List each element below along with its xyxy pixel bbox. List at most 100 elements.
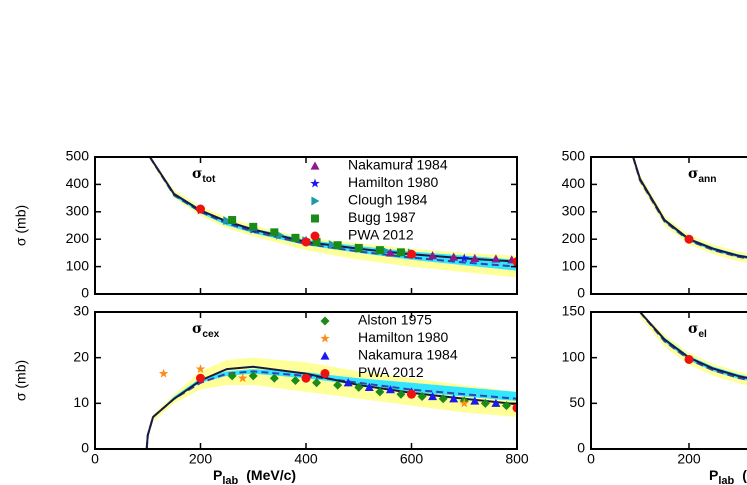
y-tick-label: 0 (577, 440, 585, 456)
data-point (512, 403, 517, 413)
data-point (470, 253, 480, 262)
data-point (375, 246, 384, 255)
data-point (459, 398, 469, 408)
y-tick-label: 150 (562, 303, 586, 319)
label: σtot (192, 166, 216, 185)
y-tick-label: 0 (81, 440, 89, 456)
x-label-sub: lab (718, 475, 734, 485)
x-tick-label: 200 (677, 451, 701, 467)
data-point (196, 204, 205, 214)
data-point (501, 401, 511, 411)
data-point (312, 237, 321, 246)
y-tick-label: 500 (562, 148, 586, 164)
curve (639, 312, 747, 379)
y-tick-label: 100 (562, 348, 586, 364)
label: σann (688, 166, 716, 185)
data-point (449, 252, 459, 261)
legend-label: Hamilton 1980 (358, 329, 448, 345)
data-point (684, 354, 694, 364)
y-tick-label: 200 (562, 230, 586, 246)
chart-panel: 0 100 200 300 400 500 σtot σ (mb) Nakamura 1984H… (13, 148, 518, 301)
legend-label: Bugg 1987 (348, 209, 416, 225)
data-point (301, 373, 311, 383)
uncertainty-band (146, 357, 517, 449)
x-label-sub: lab (222, 475, 238, 485)
legend-label: PWA 2012 (358, 364, 424, 380)
y-tick-label: 0 (577, 285, 585, 301)
x-tick-label: 400 (294, 451, 318, 467)
data-point (396, 248, 405, 257)
y-tick-label: 500 (66, 148, 90, 164)
plot-area (639, 312, 747, 386)
data-point (333, 380, 343, 390)
x-tick-label: 600 (400, 451, 424, 467)
legend-marker (320, 316, 330, 326)
label-main: σ (688, 166, 698, 182)
label-main: σ (192, 321, 202, 337)
data-point (354, 243, 363, 252)
data-point (333, 241, 342, 250)
x-label-unit: (MeV/c) (246, 467, 296, 483)
data-point (301, 237, 311, 247)
label: σcex (192, 321, 220, 340)
chart-panel: 0501001500200400600800σelPlab(MeV/c) (562, 303, 747, 485)
axes-frame (590, 156, 747, 295)
data-point (228, 216, 237, 225)
axes-frame (590, 311, 747, 450)
legend-marker (320, 333, 330, 343)
data-point (684, 234, 694, 244)
data-point (470, 396, 480, 405)
data-point (158, 368, 169, 378)
legend-label: PWA 2012 (348, 227, 414, 243)
x-tick-label: 200 (189, 451, 213, 467)
uncertainty-band (640, 312, 747, 381)
label-main: σ (192, 166, 202, 182)
data-point (343, 378, 353, 387)
data-point (270, 228, 279, 237)
data-point (428, 391, 438, 401)
legend-label: Clough 1984 (348, 192, 428, 208)
legend-marker (310, 231, 320, 241)
data-point (449, 394, 459, 403)
data-point (407, 389, 416, 399)
data-point (459, 253, 469, 263)
y-axis-label: σ (mb) (13, 360, 29, 401)
data-point (269, 373, 279, 383)
data-point (195, 364, 206, 374)
y-tick-label: 400 (66, 175, 90, 191)
uncertainty-band (640, 312, 747, 386)
data-point (328, 240, 337, 250)
data-point (227, 371, 237, 381)
y-tick-label: 100 (562, 257, 586, 273)
axes-frame (94, 156, 518, 295)
data-point (417, 391, 427, 401)
x-tick-label: 0 (91, 451, 99, 467)
data-point (480, 398, 490, 408)
plot-area (149, 157, 517, 278)
legend-label: Nakamura 1984 (348, 157, 448, 173)
x-axis-label: Plab (MeV/c) (213, 467, 296, 485)
data-point (354, 382, 364, 392)
curve (632, 157, 747, 259)
legend-marker (310, 178, 320, 188)
y-tick-label: 10 (73, 394, 89, 410)
data-point (290, 376, 300, 385)
data-point (491, 254, 501, 263)
x-label-main: P (709, 467, 718, 483)
data-point (385, 385, 395, 394)
label: σel (688, 321, 707, 340)
data-point (249, 222, 258, 231)
y-axis-label: σ (mb) (13, 205, 29, 246)
x-tick-label: 0 (587, 451, 595, 467)
y-tick-label: 100 (66, 257, 90, 273)
label-main: σ (688, 321, 698, 337)
y-tick-label: 20 (73, 348, 89, 364)
data-point (375, 387, 385, 397)
data-point (364, 382, 374, 391)
plot-area (145, 357, 517, 449)
x-tick-label: 800 (505, 451, 529, 467)
legend-marker (310, 161, 320, 170)
legend-marker (311, 196, 320, 206)
